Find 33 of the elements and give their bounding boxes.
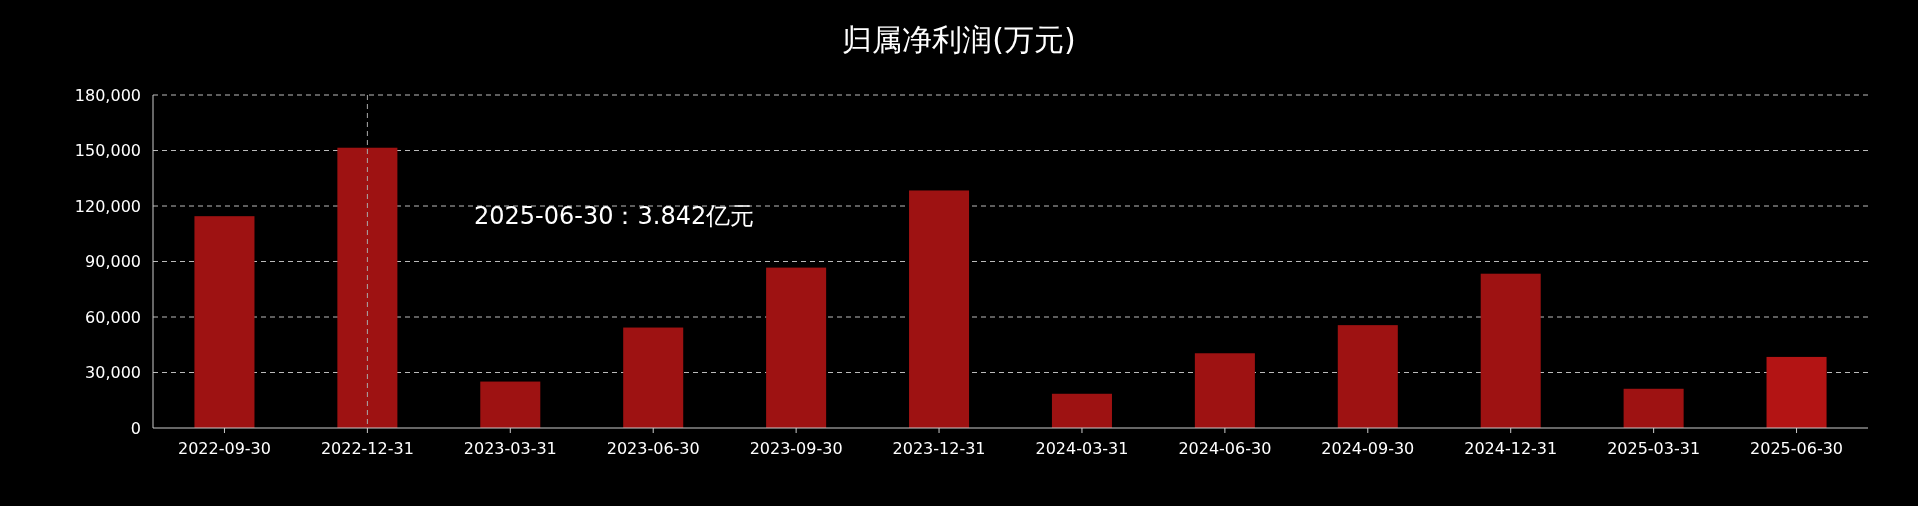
bar	[1623, 388, 1684, 428]
bar	[766, 267, 827, 428]
bar	[1337, 325, 1398, 428]
bar	[194, 216, 255, 428]
y-tick-label: 60,000	[85, 307, 141, 327]
x-tick-label: 2024-09-30	[1321, 439, 1415, 458]
x-tick-label: 2022-09-30	[177, 439, 271, 458]
y-tick-label: 30,000	[85, 363, 141, 383]
chart-title: 归属净利润(万元)	[842, 22, 1076, 57]
bar	[1480, 273, 1541, 428]
x-tick-label: 2023-09-30	[749, 439, 843, 458]
bar	[337, 147, 398, 428]
x-tick-label: 2023-03-31	[463, 439, 557, 458]
x-tick-label: 2024-12-31	[1464, 439, 1558, 458]
bar	[1051, 393, 1112, 428]
y-tick-label: 180,000	[74, 85, 141, 105]
bar	[623, 327, 684, 428]
bar	[1194, 353, 1255, 428]
x-tick-label: 2023-06-30	[606, 439, 700, 458]
x-tick-label: 2022-12-31	[320, 439, 414, 458]
bar	[480, 381, 541, 428]
y-tick-label: 120,000	[74, 196, 141, 216]
y-tick-label: 0	[130, 418, 141, 438]
annotation: 2025-06-30：3.842亿元	[474, 202, 755, 230]
x-tick-label: 2025-03-31	[1607, 439, 1701, 458]
x-tick-label: 2024-06-30	[1178, 439, 1272, 458]
bar	[1766, 356, 1827, 428]
x-tick-label: 2025-06-30	[1750, 439, 1844, 458]
x-tick-label: 2023-12-31	[892, 439, 986, 458]
bar	[909, 190, 970, 428]
y-tick-label: 150,000	[74, 141, 141, 161]
x-tick-label: 2024-03-31	[1035, 439, 1129, 458]
y-tick-label: 90,000	[85, 252, 141, 272]
